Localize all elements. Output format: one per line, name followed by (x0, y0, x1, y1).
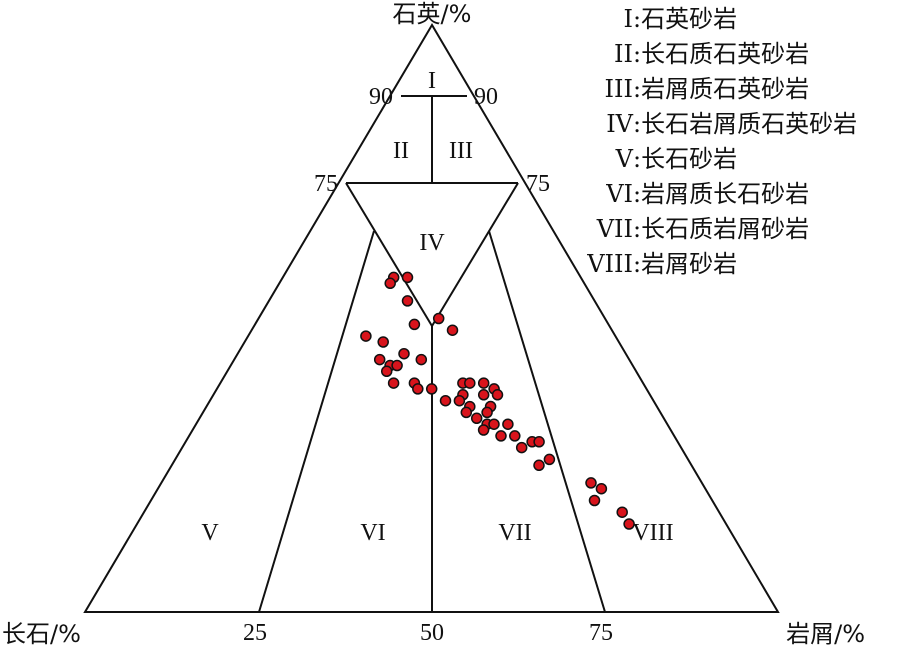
data-point (477, 377, 490, 389)
zone-label-3: III (449, 138, 473, 164)
legend-text: :岩屑质石英砂岩 (633, 75, 810, 103)
data-point (488, 418, 500, 430)
legend-item: VI:岩屑质长石砂岩 (575, 177, 920, 212)
data-point (509, 430, 521, 442)
data-point (470, 412, 483, 425)
data-point (533, 459, 545, 472)
data-point (533, 436, 545, 448)
data-point (446, 324, 459, 336)
data-point (415, 353, 428, 366)
legend-text: :长石质岩屑砂岩 (633, 215, 810, 243)
sample-points (360, 271, 635, 530)
tick-left-90: 90 (369, 84, 393, 110)
data-point (481, 406, 493, 419)
legend-text: :长石质石英砂岩 (633, 40, 810, 68)
legend-code: I (623, 5, 633, 33)
data-point (401, 295, 414, 307)
data-point (464, 377, 476, 389)
legend-code: II (614, 40, 633, 68)
zone-label-1: I (428, 68, 436, 94)
data-point (616, 506, 628, 518)
data-point (595, 482, 608, 495)
zone-label-4: IV (419, 230, 445, 256)
data-point (543, 453, 556, 466)
legend-code: VII (596, 215, 633, 243)
legend-code: V (615, 145, 633, 173)
data-point (398, 347, 410, 360)
zone4-right-edge (431, 182, 519, 327)
data-point (373, 353, 386, 366)
data-point (408, 318, 421, 331)
data-point (384, 277, 396, 290)
legend-item: VII:长石质岩屑砂岩 (575, 212, 920, 247)
zone4-left-edge (345, 182, 433, 327)
data-point (460, 406, 473, 419)
axis-title-lithic: 岩屑/% (786, 620, 865, 648)
zone-label-7: VII (498, 520, 531, 546)
legend-text: :岩屑砂岩 (633, 250, 738, 278)
zone-label-2: II (393, 138, 409, 164)
tick-base-75: 75 (589, 620, 613, 646)
axis-title-quartz: 石英/% (393, 0, 472, 28)
data-point (588, 494, 601, 507)
data-point (387, 377, 400, 389)
legend-item: VIII:岩屑砂岩 (575, 247, 920, 282)
data-point (623, 518, 635, 530)
data-point (502, 418, 514, 430)
tick-right-75: 75 (526, 171, 550, 197)
legend-code: VIII (587, 250, 633, 278)
tick-left-75: 75 (314, 171, 338, 197)
data-point (425, 383, 438, 395)
data-point (515, 441, 528, 454)
tick-base-25: 25 (243, 620, 267, 646)
legend-text: :长石岩屑质石英砂岩 (633, 110, 858, 138)
data-point (401, 271, 414, 284)
data-point (439, 394, 452, 407)
legend-code: VI (606, 180, 633, 208)
zone-label-8: VIII (632, 520, 673, 546)
tick-base-50: 50 (420, 620, 444, 646)
fr25-boundary (258, 230, 375, 613)
legend-item: III:岩屑质石英砂岩 (575, 72, 920, 107)
legend-code: III (604, 75, 633, 103)
data-point (495, 430, 507, 442)
data-point (360, 330, 372, 342)
zone-label-5: V (201, 520, 219, 546)
data-point (477, 424, 490, 436)
legend-item: II:长石质石英砂岩 (575, 37, 920, 72)
data-point (377, 336, 389, 348)
legend-text: :石英砂岩 (633, 5, 738, 33)
legend-code: IV (606, 110, 633, 138)
data-point (432, 312, 445, 325)
axis-title-feldspar: 长石/% (2, 620, 81, 648)
legend: I:石英砂岩 II:长石质石英砂岩 III:岩屑质石英砂岩 IV:长石岩屑质石英… (575, 2, 920, 282)
legend-item: I:石英砂岩 (575, 2, 920, 37)
legend-text: :长石砂岩 (633, 145, 738, 173)
data-point (453, 394, 466, 407)
data-point (391, 359, 403, 372)
fr75-boundary (488, 230, 606, 613)
tick-right-90: 90 (474, 84, 498, 110)
legend-item: V:长石砂岩 (575, 142, 920, 177)
data-point (491, 389, 504, 401)
data-point (585, 477, 597, 489)
legend-item: IV:长石岩屑质石英砂岩 (575, 107, 920, 142)
data-point (477, 389, 490, 401)
data-point (380, 365, 393, 378)
data-point (412, 383, 424, 395)
zone-label-6: VI (360, 520, 385, 546)
legend-text: :岩屑质长石砂岩 (633, 180, 810, 208)
